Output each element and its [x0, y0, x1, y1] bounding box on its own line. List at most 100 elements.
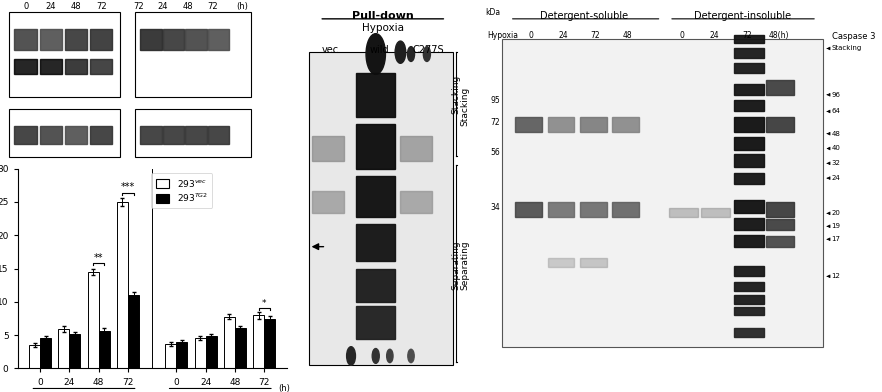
Bar	[734, 295, 764, 304]
Bar	[356, 176, 395, 217]
Text: 72: 72	[208, 2, 219, 11]
Bar	[734, 235, 764, 247]
Bar	[356, 269, 395, 302]
Bar	[163, 29, 184, 50]
Bar	[40, 125, 63, 144]
Bar	[253, 315, 265, 368]
Legend: 293$^{vec}$, 293$^{TG2}$: 293$^{vec}$, 293$^{TG2}$	[152, 173, 213, 208]
Bar	[734, 83, 764, 95]
Text: Caspase 3: Caspase 3	[833, 32, 876, 41]
Text: Detergent-insoluble: Detergent-insoluble	[694, 11, 792, 22]
Text: 34: 34	[490, 203, 500, 212]
Bar	[10, 13, 120, 97]
Bar	[580, 202, 607, 217]
Bar	[40, 59, 63, 74]
Text: 0: 0	[23, 2, 28, 11]
Bar	[701, 208, 729, 217]
Bar	[734, 172, 764, 184]
Circle shape	[366, 34, 385, 74]
Bar	[734, 63, 764, 73]
Circle shape	[347, 347, 355, 365]
Text: 95: 95	[490, 96, 500, 105]
Bar	[734, 266, 764, 276]
Bar	[208, 29, 229, 50]
Bar	[70, 334, 80, 368]
Bar	[195, 338, 206, 368]
Bar	[135, 109, 250, 157]
Text: Pull-down: Pull-down	[352, 11, 414, 22]
Text: 17: 17	[832, 236, 841, 242]
Bar	[14, 59, 37, 74]
Bar	[734, 100, 764, 111]
Text: (h): (h)	[236, 2, 248, 11]
Text: 48: 48	[623, 31, 632, 40]
Bar	[99, 331, 109, 368]
Text: *: *	[262, 298, 266, 307]
Text: **: **	[94, 253, 103, 263]
Bar	[356, 225, 395, 261]
Bar	[515, 202, 542, 217]
Circle shape	[395, 41, 406, 63]
Bar	[766, 219, 795, 230]
Text: 20: 20	[832, 211, 841, 216]
Bar	[14, 29, 37, 50]
Bar	[548, 258, 574, 267]
Bar	[734, 137, 764, 151]
Text: 72: 72	[96, 2, 107, 11]
Bar	[734, 218, 764, 230]
Bar	[734, 200, 764, 213]
Text: ***: ***	[121, 182, 135, 192]
Text: 32: 32	[832, 160, 841, 166]
Text: Stacking: Stacking	[452, 75, 460, 114]
Bar	[766, 80, 795, 95]
Text: Hypoxia: Hypoxia	[362, 23, 404, 33]
Bar	[90, 29, 113, 50]
Bar	[548, 117, 574, 132]
Bar	[356, 124, 395, 169]
Text: 48(h): 48(h)	[769, 31, 789, 40]
Text: Hypoxia: Hypoxia	[487, 31, 518, 40]
Text: 40: 40	[832, 145, 841, 151]
Text: 12: 12	[832, 273, 841, 279]
Bar	[356, 73, 395, 117]
Bar	[734, 282, 764, 291]
Text: Stacking: Stacking	[832, 45, 862, 51]
Text: C277S: C277S	[413, 45, 445, 55]
Bar	[548, 202, 574, 217]
Bar	[40, 29, 63, 50]
Text: 72: 72	[590, 31, 600, 40]
Bar	[580, 117, 607, 132]
Bar	[135, 13, 250, 97]
Bar	[612, 117, 639, 132]
Bar	[64, 59, 87, 74]
Bar	[90, 125, 113, 144]
Bar	[140, 29, 161, 50]
Circle shape	[423, 47, 430, 62]
Text: 48: 48	[183, 2, 193, 11]
Text: Stacking: Stacking	[460, 86, 469, 125]
Text: 48: 48	[832, 131, 841, 137]
Bar	[163, 125, 184, 144]
Bar	[612, 202, 639, 217]
Text: 72: 72	[133, 2, 144, 11]
Bar	[309, 52, 453, 365]
Circle shape	[386, 349, 393, 363]
Text: 72: 72	[742, 31, 751, 40]
Bar	[140, 125, 161, 144]
Bar	[90, 59, 113, 74]
Bar	[400, 191, 432, 213]
Bar	[176, 342, 187, 368]
Bar	[502, 39, 823, 347]
Bar	[10, 109, 120, 157]
Bar	[734, 328, 764, 338]
Text: 0: 0	[528, 31, 533, 40]
Bar	[165, 345, 176, 368]
Text: 0: 0	[680, 31, 684, 40]
Bar	[128, 295, 139, 368]
Bar	[58, 329, 70, 368]
Bar	[356, 306, 395, 339]
Circle shape	[407, 47, 415, 62]
Bar	[734, 117, 764, 132]
Bar	[766, 236, 795, 247]
Text: 48: 48	[71, 2, 81, 11]
